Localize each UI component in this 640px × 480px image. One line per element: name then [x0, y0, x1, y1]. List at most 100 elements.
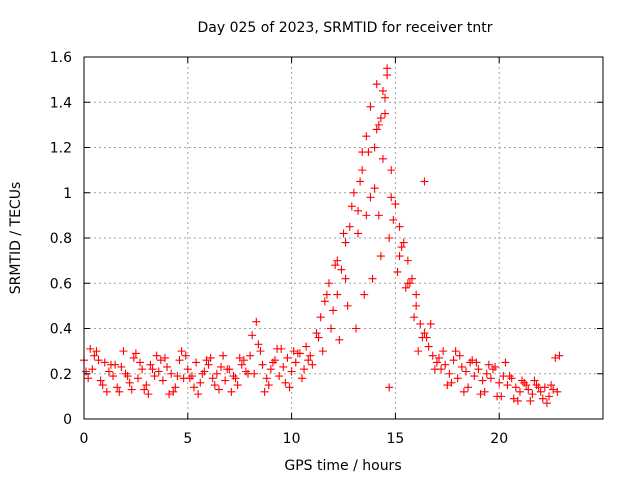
data-point [513, 396, 522, 405]
data-point [281, 378, 290, 387]
data-point [343, 301, 352, 310]
data-point [474, 365, 483, 374]
y-tick-label: 1.2 [50, 141, 72, 157]
data-point [156, 356, 165, 365]
data-point [370, 184, 379, 193]
data-point [144, 390, 153, 399]
data-point [461, 367, 470, 376]
data-point [142, 381, 151, 390]
y-tick-label: 0.6 [50, 276, 72, 292]
data-point [219, 351, 228, 360]
data-point [360, 290, 369, 299]
data-point [88, 365, 97, 374]
y-tick-label: 0 [63, 412, 72, 428]
data-point [84, 374, 93, 383]
data-point [395, 252, 404, 261]
data-point [381, 93, 390, 102]
data-point [447, 378, 456, 387]
data-point [351, 324, 360, 333]
data-point [327, 324, 336, 333]
data-point [480, 387, 489, 396]
data-point [414, 347, 423, 356]
data-point [403, 279, 412, 288]
x-tick-label: 20 [490, 431, 508, 447]
data-point [455, 351, 464, 360]
data-point [96, 376, 105, 385]
data-point [381, 109, 390, 118]
data-point [530, 376, 539, 385]
data-point [125, 378, 134, 387]
data-point [362, 132, 371, 141]
data-point [395, 222, 404, 231]
data-point [212, 369, 221, 378]
data-point [378, 154, 387, 163]
data-point [221, 376, 230, 385]
data-point [275, 372, 284, 381]
data-point [383, 71, 392, 80]
data-point [285, 383, 294, 392]
data-point [424, 342, 433, 351]
data-point [196, 378, 205, 387]
data-point [320, 297, 329, 306]
data-point [279, 362, 288, 371]
data-point [136, 358, 145, 367]
data-point [111, 360, 120, 369]
data-point [534, 383, 543, 392]
data-points [80, 64, 564, 408]
data-point [385, 234, 394, 242]
data-point [358, 166, 367, 175]
data-point [470, 372, 479, 381]
data-point [198, 369, 207, 378]
data-point [428, 351, 437, 360]
data-point [354, 229, 363, 238]
data-point [300, 365, 309, 374]
data-point [366, 193, 375, 202]
data-point [94, 356, 103, 365]
data-point [362, 211, 371, 220]
data-point [453, 374, 462, 383]
data-point [312, 329, 321, 338]
y-tick-label: 0.4 [50, 322, 72, 338]
data-point [476, 390, 485, 399]
data-point [169, 387, 178, 396]
data-point [92, 347, 101, 356]
data-point [246, 351, 255, 360]
data-point [341, 274, 350, 283]
data-point [387, 193, 396, 202]
data-point [217, 362, 226, 371]
data-point [208, 374, 217, 383]
data-point [266, 365, 275, 374]
data-point [133, 374, 142, 383]
data-point [547, 381, 556, 390]
data-point [549, 385, 558, 394]
data-point [167, 369, 176, 378]
data-point [412, 301, 421, 310]
data-point [426, 319, 435, 328]
data-point [190, 383, 199, 392]
data-point [204, 360, 213, 369]
data-point [117, 362, 126, 371]
data-point [358, 148, 367, 157]
data-point [472, 358, 481, 367]
data-point [378, 86, 387, 95]
data-point [518, 376, 527, 385]
data-point [486, 374, 495, 383]
data-point [349, 188, 358, 197]
data-point [192, 358, 201, 367]
data-point [260, 387, 269, 396]
data-point [293, 349, 302, 358]
data-point [432, 358, 441, 367]
data-point [202, 356, 211, 365]
data-point [210, 381, 219, 390]
data-point [248, 331, 257, 340]
data-point [291, 358, 300, 367]
data-point [526, 396, 535, 405]
data-point [183, 365, 192, 374]
y-tick-label: 1.6 [50, 50, 72, 66]
data-point [397, 243, 406, 252]
y-tick-label: 0.2 [50, 367, 72, 383]
data-point [553, 387, 562, 396]
data-point [393, 267, 402, 276]
data-point [185, 374, 194, 383]
